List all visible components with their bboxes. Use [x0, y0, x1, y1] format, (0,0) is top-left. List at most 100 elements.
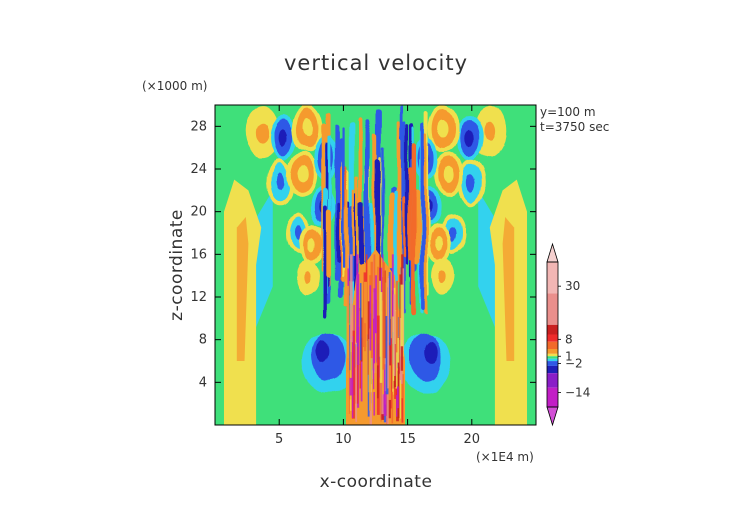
y-tick-label: 4 — [199, 375, 207, 390]
core-streak — [396, 395, 398, 417]
core-streak — [346, 285, 349, 359]
core-streak — [399, 379, 401, 419]
core-streak — [393, 294, 396, 376]
core-streak — [360, 317, 363, 362]
colorbar-band — [547, 387, 558, 407]
core-streak — [388, 365, 392, 400]
core-streak — [401, 374, 403, 399]
core-streak — [385, 316, 389, 395]
cell-core — [278, 128, 288, 146]
core-streak — [351, 330, 355, 419]
colorbar-band — [547, 353, 558, 357]
cell-core — [464, 128, 474, 146]
core-streak — [373, 391, 376, 416]
y-tick-label: 16 — [190, 247, 207, 262]
cell-core — [434, 236, 443, 251]
plot-frame — [214, 104, 537, 426]
x-tick-label: 5 — [275, 432, 283, 447]
colorbar-band — [547, 341, 558, 349]
core-streak — [372, 318, 375, 390]
cell-core — [443, 166, 454, 183]
colorbar — [546, 242, 559, 427]
colorbar-max-arrow — [546, 242, 559, 263]
streak — [423, 133, 427, 314]
colorbar-min-arrow — [546, 406, 559, 427]
core-streak — [396, 280, 399, 353]
streak — [397, 139, 402, 268]
cell-core — [303, 269, 312, 282]
core-streak — [400, 284, 404, 357]
x-unit-label: (×1E4 m) — [476, 450, 534, 464]
lobe-blue-dark — [315, 340, 330, 363]
lobe-blue-dark — [423, 340, 438, 363]
streak — [388, 192, 395, 269]
streak — [341, 128, 345, 269]
core-streak — [376, 315, 380, 415]
streak — [366, 121, 371, 263]
x-axis-title: x-coordinate — [320, 472, 433, 492]
core-streak — [397, 337, 400, 419]
streak — [402, 196, 406, 258]
y-axis-title: z-coordinate — [167, 209, 187, 321]
plume-orange — [502, 217, 515, 361]
wave-field — [244, 105, 507, 394]
colorbar-band — [547, 373, 558, 388]
core-streak — [386, 386, 389, 425]
colorbar-band — [547, 365, 558, 374]
core-streak — [401, 374, 404, 423]
y-axis: 4 8 12 16 20 24 28 — [190, 119, 536, 390]
core-streak — [364, 323, 366, 352]
streak — [351, 187, 355, 256]
convective-core — [345, 249, 406, 425]
plot-area — [215, 105, 536, 425]
streak — [336, 200, 341, 264]
cell-core — [483, 121, 496, 142]
core-streak — [350, 339, 352, 411]
colorbar-band — [547, 324, 558, 335]
chart-title: vertical velocity — [284, 51, 468, 75]
core-streak — [392, 316, 394, 395]
colorbar-band — [547, 262, 558, 294]
colorbar-band — [547, 358, 558, 362]
core-streak — [387, 278, 390, 389]
core-streak — [382, 262, 385, 370]
core-streak — [379, 292, 383, 383]
y-tick-label: 8 — [199, 333, 207, 348]
core-streak — [397, 337, 400, 363]
streak — [359, 200, 365, 267]
y-unit-label: (×1000 m) — [142, 79, 207, 93]
core-streak — [355, 341, 358, 422]
core-streak — [370, 261, 373, 359]
colorbar-band — [547, 361, 558, 366]
colorbar-label: −2 — [565, 357, 583, 371]
y-tick-label: 28 — [190, 119, 207, 134]
y-tick-label: 12 — [190, 290, 207, 305]
core-streak — [376, 365, 379, 399]
streak — [356, 184, 359, 264]
core-streak — [388, 272, 391, 346]
core-streak — [349, 377, 353, 396]
streak — [420, 122, 425, 311]
colorbar-band — [547, 293, 558, 325]
streak — [411, 142, 417, 316]
streak — [415, 190, 421, 265]
core-streak — [351, 336, 354, 418]
core-streak — [360, 337, 363, 402]
cell-core — [297, 166, 308, 183]
core-streak — [391, 254, 394, 344]
core-streak — [349, 324, 351, 371]
streak — [325, 209, 332, 278]
annotation-y: y=100 m — [540, 105, 596, 119]
x-tick-label: 10 — [335, 432, 352, 447]
colorbar-band — [547, 349, 558, 354]
cell-core — [438, 119, 449, 138]
core-streak — [373, 288, 376, 364]
streak — [345, 187, 348, 269]
core-streak — [400, 346, 404, 371]
core-streak — [359, 283, 362, 361]
cell-core — [255, 121, 268, 142]
core-streak — [346, 323, 350, 422]
cell-core — [467, 172, 477, 191]
colorbar-band — [547, 334, 558, 342]
